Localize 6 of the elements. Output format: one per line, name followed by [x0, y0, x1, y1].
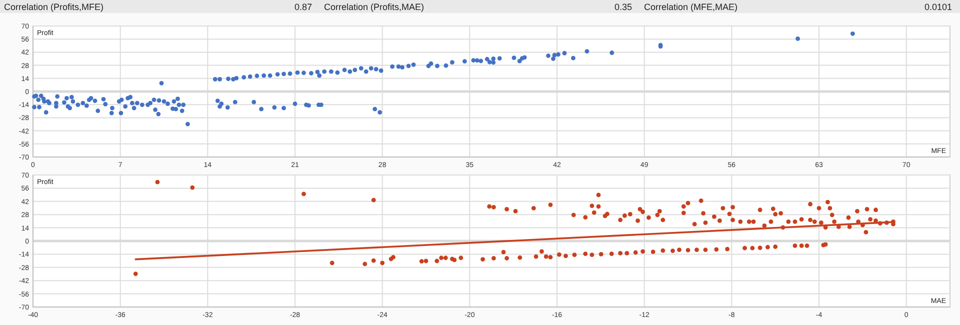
text: 0.87: [294, 2, 312, 12]
text: 0.0101: [924, 2, 952, 12]
text: 0.35: [614, 2, 632, 12]
text: Correlation (Profits,MAE): [324, 2, 424, 12]
text: Correlation (MFE,MAE): [644, 2, 738, 12]
text: Correlation (Profits,MFE): [4, 2, 104, 12]
